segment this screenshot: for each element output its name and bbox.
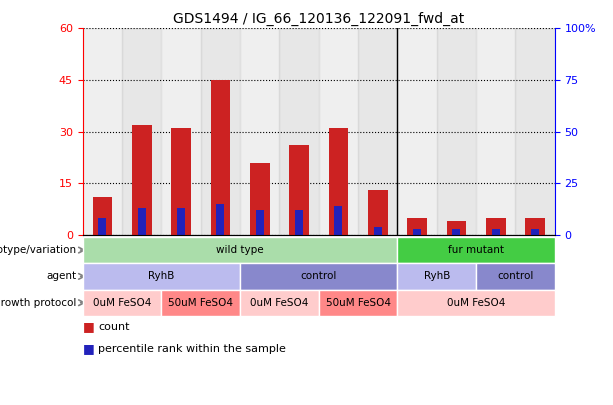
Bar [289,145,309,235]
Bar [447,221,466,235]
Text: RyhB: RyhB [424,271,450,281]
Bar [99,218,107,235]
Bar [516,28,555,235]
Text: 0uM FeSO4: 0uM FeSO4 [93,298,151,308]
Bar [171,128,191,235]
Bar [329,128,348,235]
Bar [358,28,397,235]
Text: agent: agent [47,271,77,281]
Text: ■: ■ [83,342,94,355]
Text: 50uM FeSO4: 50uM FeSO4 [326,298,390,308]
Bar [132,125,151,235]
Text: genotype/variation: genotype/variation [0,245,77,255]
Bar [525,218,545,235]
Bar [397,28,436,235]
Text: 0uM FeSO4: 0uM FeSO4 [250,298,308,308]
Bar [452,229,460,235]
Bar [413,229,421,235]
Text: percentile rank within the sample: percentile rank within the sample [98,344,286,354]
Title: GDS1494 / IG_66_120136_122091_fwd_at: GDS1494 / IG_66_120136_122091_fwd_at [173,12,465,26]
Bar [436,28,476,235]
Bar [335,206,342,235]
Bar [240,28,280,235]
Text: count: count [98,322,129,332]
Text: control: control [497,271,534,281]
Bar [122,28,161,235]
Bar [83,28,122,235]
Bar [492,229,500,235]
Bar [216,204,224,235]
Bar [138,208,146,235]
Text: control: control [300,271,337,281]
Text: ■: ■ [83,320,94,333]
Bar [486,218,506,235]
Bar [256,210,264,235]
Text: 0uM FeSO4: 0uM FeSO4 [447,298,505,308]
Text: growth protocol: growth protocol [0,298,77,308]
Text: 50uM FeSO4: 50uM FeSO4 [168,298,234,308]
Text: wild type: wild type [216,245,264,255]
Text: RyhB: RyhB [148,271,175,281]
Bar [161,28,201,235]
Bar [407,218,427,235]
Bar [280,28,319,235]
Bar [319,28,358,235]
Bar [531,229,539,235]
Bar [177,208,185,235]
Bar [93,197,112,235]
Bar [250,163,270,235]
Bar [476,28,516,235]
Bar [211,80,230,235]
Bar [201,28,240,235]
Bar [295,210,303,235]
Bar [368,190,387,235]
Text: fur mutant: fur mutant [448,245,504,255]
Bar [374,227,382,235]
